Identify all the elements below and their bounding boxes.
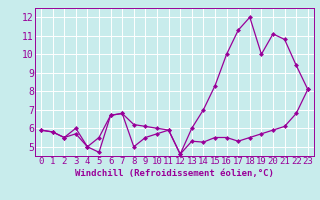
X-axis label: Windchill (Refroidissement éolien,°C): Windchill (Refroidissement éolien,°C) bbox=[75, 169, 274, 178]
